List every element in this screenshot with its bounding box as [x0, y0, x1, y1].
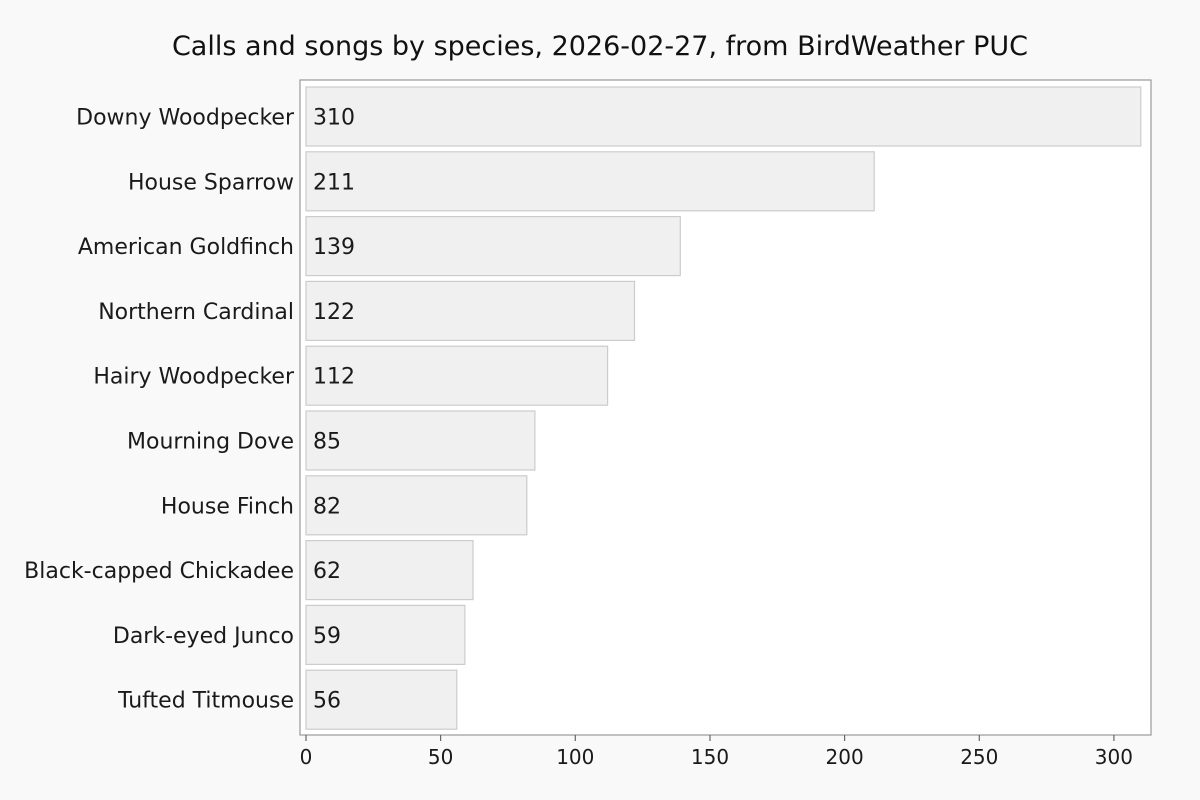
x-tick-label: 150	[691, 745, 729, 769]
bar-value-label: 112	[313, 365, 355, 390]
category-label: American Goldfinch	[78, 235, 294, 260]
bar	[305, 151, 875, 212]
bar-value-label: 85	[313, 430, 341, 455]
bar	[305, 539, 474, 601]
category-label: Tufted Titmouse	[117, 689, 294, 714]
category-labels: Downy Woodpecker House Sparrow American Go…	[24, 106, 295, 714]
bar	[305, 669, 458, 730]
x-tick-label: 300	[1095, 745, 1133, 769]
category-label: Northern Cardinal	[98, 300, 294, 325]
bar	[305, 216, 681, 277]
bar-value-label: 211	[313, 170, 355, 195]
bar-value-label: 82	[313, 494, 341, 519]
bar	[305, 280, 636, 341]
bar	[305, 475, 528, 536]
category-label: House Finch	[161, 494, 294, 519]
category-label: Hairy Woodpecker	[93, 365, 295, 390]
x-tick-label: 250	[960, 745, 998, 769]
category-label: Dark-eyed Junco	[113, 624, 294, 649]
x-tick-label: 100	[556, 745, 594, 769]
bar-value-label: 122	[313, 300, 355, 325]
bar-value-label: 62	[313, 559, 341, 584]
bar-value-label: 139	[313, 235, 355, 260]
x-axis: 0 50 100 150 200 250 300	[300, 735, 1133, 769]
bar-value-label: 56	[313, 689, 341, 714]
data-labels: 310 211 139 122 112 85 82 62 59 56	[313, 106, 355, 714]
bar	[305, 86, 1142, 147]
chart-title: Calls and songs by species, 2026-02-27, …	[172, 31, 1028, 62]
x-tick-label: 200	[826, 745, 864, 769]
x-tick-label: 0	[300, 745, 313, 769]
bar-value-label: 59	[313, 624, 341, 649]
bar	[305, 410, 536, 471]
category-label: Downy Woodpecker	[76, 106, 295, 131]
x-tick-label: 50	[428, 745, 453, 769]
bars-layer	[305, 86, 1142, 730]
category-label: Black-capped Chickadee	[24, 559, 294, 584]
bar	[305, 345, 609, 406]
category-label: Mourning Dove	[127, 430, 294, 455]
bar	[305, 604, 466, 666]
category-label: House Sparrow	[128, 170, 294, 195]
bar-value-label: 310	[313, 106, 355, 131]
